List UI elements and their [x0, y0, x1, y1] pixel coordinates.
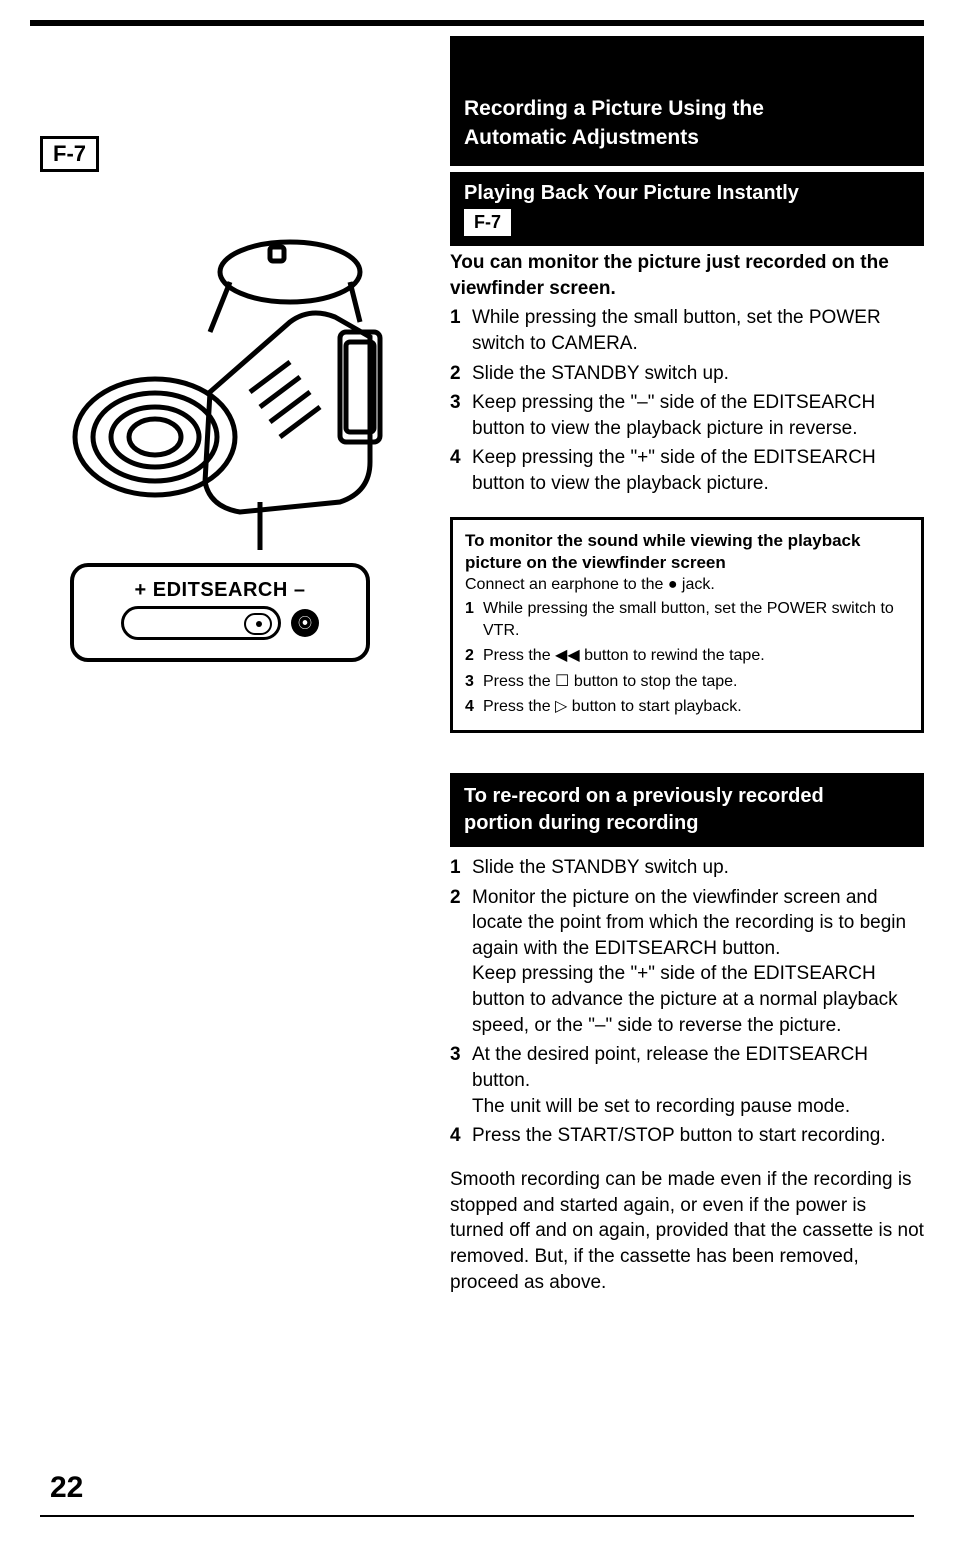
- playback-steps: 1While pressing the small button, set th…: [450, 305, 924, 496]
- sound-monitor-box: To monitor the sound while viewing the p…: [450, 517, 924, 733]
- title1-line1: Recording a Picture Using the: [464, 95, 910, 123]
- rerecord-step-3: 3At the desired point, release the EDITS…: [450, 1042, 924, 1119]
- sound-box-heading: To monitor the sound while viewing the p…: [465, 530, 909, 574]
- title2-text: Playing Back Your Picture Instantly: [464, 182, 910, 205]
- camera-svg: [60, 202, 420, 552]
- figure-tag: F-7: [40, 136, 99, 172]
- section-title-recording: Recording a Picture Using the Automatic …: [450, 36, 924, 166]
- playback-step-4-text: Keep pressing the "+" side of the EDITSE…: [472, 445, 924, 496]
- left-column: F-7: [30, 36, 430, 1295]
- sound-step-4: 4Press the ▷ button to start playback.: [465, 696, 909, 718]
- rerecord-step-4: 4Press the START/STOP button to start re…: [450, 1123, 924, 1149]
- playback-intro: You can monitor the picture just recorde…: [450, 250, 924, 301]
- playback-step-1-text: While pressing the small button, set the…: [472, 305, 924, 356]
- section-title-playback: Playing Back Your Picture Instantly F-7: [450, 172, 924, 246]
- sound-step-2-text: Press the ◀◀ button to rewind the tape.: [483, 645, 909, 667]
- camera-illustration: [60, 202, 430, 557]
- editsearch-icon: ⦿: [291, 609, 319, 637]
- page-number: 22: [50, 1471, 83, 1505]
- sound-step-3-text: Press the ☐ button to stop the tape.: [483, 671, 909, 693]
- sound-step-3: 3Press the ☐ button to stop the tape.: [465, 671, 909, 693]
- sound-box-sub: Connect an earphone to the ● jack.: [465, 576, 909, 594]
- bottom-rule: [40, 1515, 914, 1517]
- playback-step-1: 1While pressing the small button, set th…: [450, 305, 924, 356]
- rerecord-step-1-text: Slide the STANDBY switch up.: [472, 855, 924, 881]
- section-title-rerecord: To re-record on a previously recorded po…: [450, 773, 924, 847]
- rerecord-steps: 1Slide the STANDBY switch up. 2Monitor t…: [450, 855, 924, 1149]
- sound-box-steps: 1While pressing the small button, set th…: [465, 598, 909, 718]
- title2-tag: F-7: [464, 209, 511, 236]
- playback-step-2: 2Slide the STANDBY switch up.: [450, 361, 924, 387]
- right-column: Recording a Picture Using the Automatic …: [450, 36, 924, 1295]
- title1-line2: Automatic Adjustments: [464, 124, 910, 152]
- rerecord-step-2: 2Monitor the picture on the viewfinder s…: [450, 885, 924, 1039]
- rerecord-step-2-text: Monitor the picture on the viewfinder sc…: [472, 885, 924, 1039]
- rerecord-step-4-text: Press the START/STOP button to start rec…: [472, 1123, 924, 1149]
- playback-step-3: 3Keep pressing the "–" side of the EDITS…: [450, 390, 924, 441]
- sound-step-2: 2Press the ◀◀ button to rewind the tape.: [465, 645, 909, 667]
- editsearch-rocker: [121, 606, 281, 640]
- editsearch-label: + EDITSEARCH –: [90, 579, 350, 602]
- title3-line2: portion during recording: [464, 810, 910, 837]
- sound-step-1: 1While pressing the small button, set th…: [465, 598, 909, 641]
- editsearch-callout: + EDITSEARCH – ⦿: [70, 563, 370, 662]
- playback-step-4: 4Keep pressing the "+" side of the EDITS…: [450, 445, 924, 496]
- playback-step-2-text: Slide the STANDBY switch up.: [472, 361, 924, 387]
- rerecord-step-3-text: At the desired point, release the EDITSE…: [472, 1042, 924, 1119]
- title3-line1: To re-record on a previously recorded: [464, 783, 910, 810]
- rerecord-step-1: 1Slide the STANDBY switch up.: [450, 855, 924, 881]
- sound-step-4-text: Press the ▷ button to start playback.: [483, 696, 909, 718]
- page-body: F-7: [30, 36, 924, 1295]
- rerecord-note: Smooth recording can be made even if the…: [450, 1167, 924, 1295]
- editsearch-button-row: ⦿: [90, 606, 350, 640]
- sound-step-1-text: While pressing the small button, set the…: [483, 598, 909, 641]
- playback-step-3-text: Keep pressing the "–" side of the EDITSE…: [472, 390, 924, 441]
- top-rule: [30, 20, 924, 26]
